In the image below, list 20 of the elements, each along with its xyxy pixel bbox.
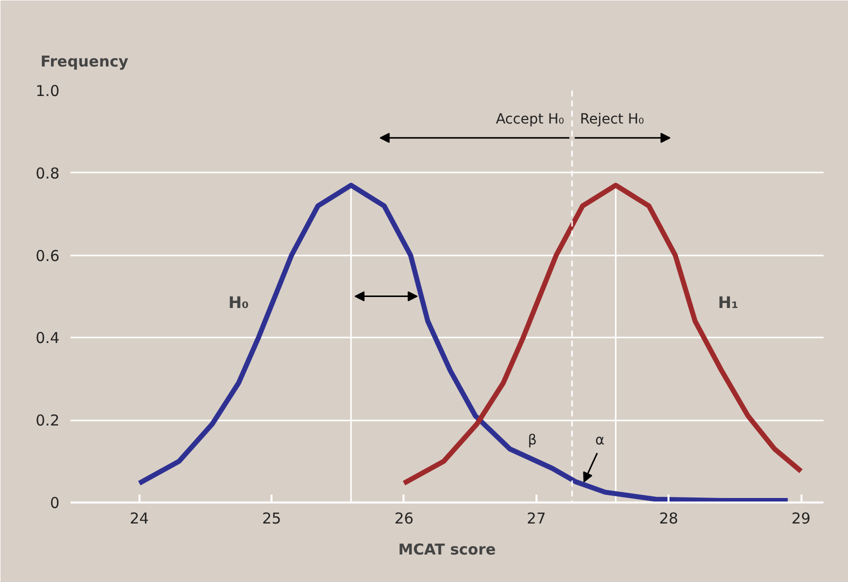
y-axis-title: Frequency: [40, 52, 129, 70]
y-tick-label: 0.8: [36, 164, 60, 182]
annotation: α: [595, 432, 604, 449]
y-tick-label: 0.6: [36, 246, 60, 265]
series-label: H₀: [228, 293, 249, 312]
annotation: Reject H₀: [580, 111, 644, 128]
y-tick-label: 0: [50, 494, 60, 512]
annotation: Accept H₀: [496, 111, 565, 128]
annotation: β: [528, 432, 537, 449]
x-tick-label: 28: [659, 510, 678, 528]
series-label: H₁: [718, 293, 738, 312]
x-tick-label: 25: [262, 510, 282, 528]
x-axis-title: MCAT score: [398, 540, 496, 558]
x-tick-label: 26: [394, 510, 414, 528]
y-tick-label: 0.4: [36, 329, 60, 348]
x-tick-label: 27: [526, 510, 546, 528]
y-tick-label: 0.2: [36, 412, 60, 430]
x-tick-label: 24: [130, 510, 149, 528]
y-tick-label: 1.0: [36, 82, 60, 100]
x-tick-label: 29: [791, 510, 811, 528]
